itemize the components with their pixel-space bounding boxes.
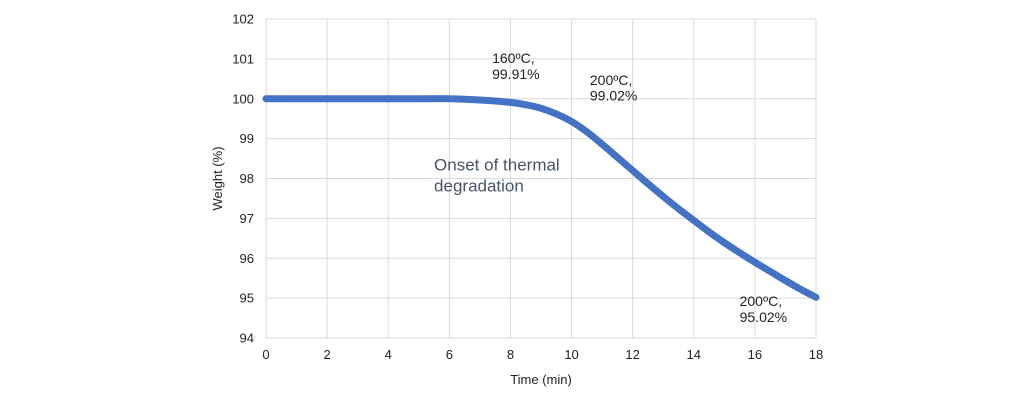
x-tick-label: 8 xyxy=(507,347,514,362)
x-tick-label: 16 xyxy=(748,347,762,362)
annotation-data-label: 99.02% xyxy=(590,88,637,104)
y-tick-label: 100 xyxy=(232,91,254,106)
x-axis-title: Time (min) xyxy=(510,372,572,387)
y-tick-label: 98 xyxy=(240,171,254,186)
y-tick-label: 94 xyxy=(240,331,254,346)
x-tick-label: 10 xyxy=(564,347,578,362)
x-tick-label: 6 xyxy=(446,347,453,362)
x-tick-label: 18 xyxy=(809,347,823,362)
y-tick-label: 95 xyxy=(240,291,254,306)
annotation-data-label: 200ºC, xyxy=(590,72,632,88)
y-tick-label: 97 xyxy=(240,211,254,226)
x-tick-label: 14 xyxy=(687,347,701,362)
x-tick-label: 2 xyxy=(323,347,330,362)
annotation-data-label: 99.91% xyxy=(492,66,539,82)
x-tick-label: 4 xyxy=(385,347,392,362)
y-tick-label: 99 xyxy=(240,131,254,146)
annotation-onset-label: Onset of thermal xyxy=(434,156,560,175)
y-tick-label: 96 xyxy=(240,251,254,266)
annotation-data-label: 160ºC, xyxy=(492,50,534,66)
annotation-data-label: 95.02% xyxy=(740,309,787,325)
y-tick-label: 101 xyxy=(232,51,254,66)
x-tick-label: 12 xyxy=(625,347,639,362)
y-axis-title: Weight (%) xyxy=(210,146,225,210)
annotation-data-label: 200ºC, xyxy=(740,293,782,309)
y-tick-label: 102 xyxy=(232,12,254,27)
x-tick-label: 0 xyxy=(262,347,269,362)
annotation-onset-label: degradation xyxy=(434,176,524,195)
series-line-weight xyxy=(262,95,820,301)
